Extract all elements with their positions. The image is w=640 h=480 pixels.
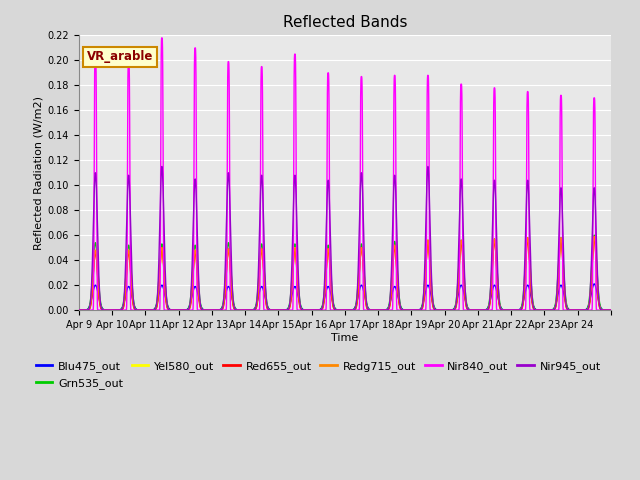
Text: VR_arable: VR_arable xyxy=(87,50,153,63)
Y-axis label: Reflected Radiation (W/m2): Reflected Radiation (W/m2) xyxy=(33,96,44,250)
Title: Reflected Bands: Reflected Bands xyxy=(282,15,407,30)
Legend: Blu475_out, Grn535_out, Yel580_out, Red655_out, Redg715_out, Nir840_out, Nir945_: Blu475_out, Grn535_out, Yel580_out, Red6… xyxy=(31,357,605,393)
X-axis label: Time: Time xyxy=(331,333,358,343)
